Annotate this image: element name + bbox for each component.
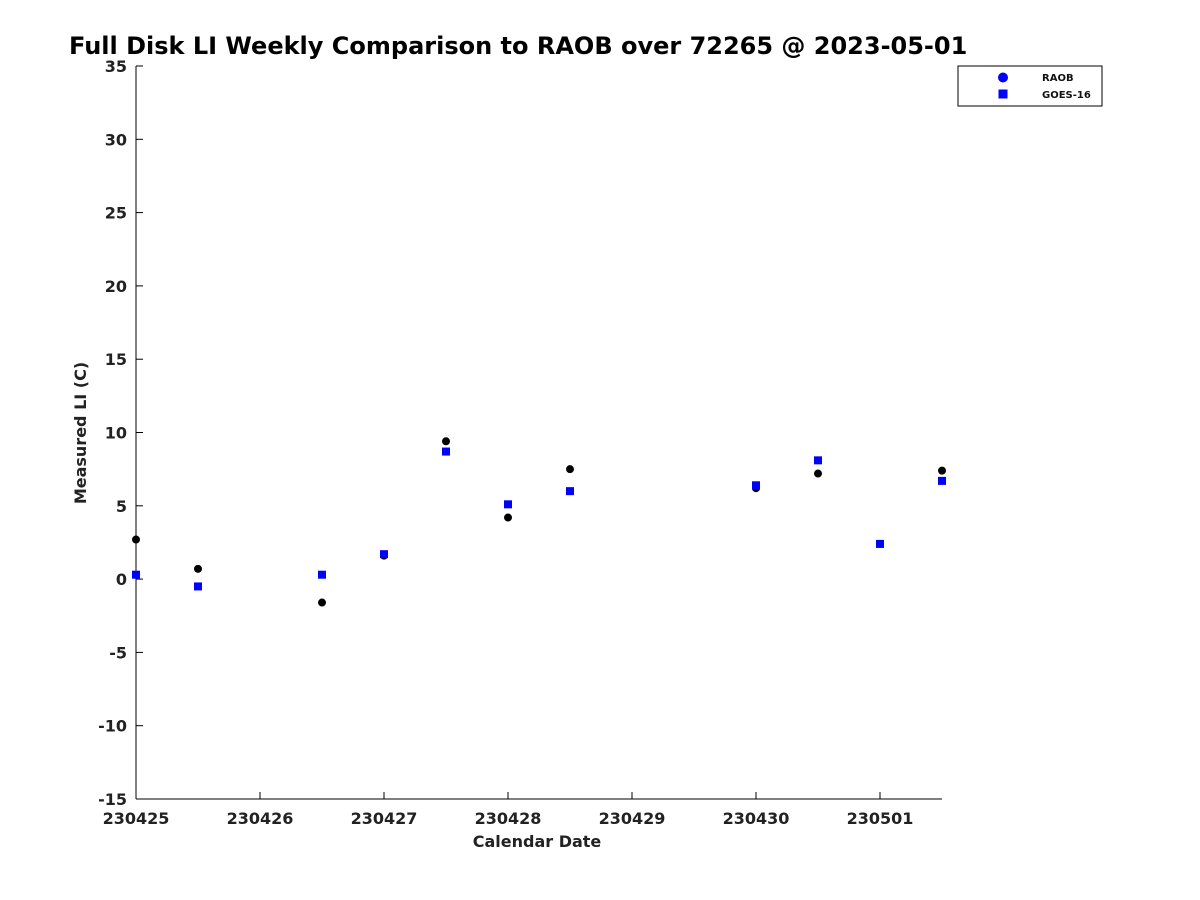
x-ticks: 230425 230426 230427 230428 230429 230430 2305… [103,792,914,828]
raob-point [132,535,140,544]
y-tick-label: 25 [105,204,127,223]
y-tick-label: 10 [105,424,127,443]
legend: RAOB GOES-16 [957,65,1103,107]
x-tick-label: 230430 [723,809,790,828]
x-tick-label: 230427 [351,809,418,828]
raob-point [504,513,512,522]
raob-point [194,564,202,573]
goes-16-point [814,456,822,465]
x-axis-label: Calendar Date [473,832,602,851]
x-tick-label: 230429 [599,809,666,828]
y-tick-label: 0 [116,570,127,589]
y-tick-label: 35 [105,57,127,76]
goes-16-point [876,539,884,548]
raob-point [566,465,574,474]
legend-goes-marker [998,89,1008,99]
y-axis-label: Measured LI (C) [71,362,90,504]
x-tick-label: 230425 [103,809,170,828]
y-tick-label: -5 [109,643,127,662]
x-tick-label: 230501 [847,809,914,828]
raob-point [814,469,822,478]
goes-16-point [938,476,946,485]
goes-16-point [194,582,202,591]
series-goes-16 [132,447,946,591]
chart-title: Full Disk LI Weekly Comparison to RAOB o… [69,32,967,60]
goes-16-point [318,570,326,579]
goes-16-point [132,570,140,579]
legend-raob-label: RAOB [1042,73,1074,84]
y-ticks: -15 -10 -5 0 5 10 15 20 25 30 35 [98,57,143,809]
y-tick-label: 5 [116,497,127,516]
y-tick-label: 30 [105,130,127,149]
goes-16-point [566,487,574,496]
raob-point [442,437,450,446]
raob-point [938,466,946,475]
y-tick-label: -10 [98,717,127,736]
legend-raob-marker [998,72,1008,83]
goes-16-point [442,447,450,456]
goes-16-point [380,550,388,559]
legend-box [957,65,1103,107]
x-tick-label: 230428 [475,809,542,828]
x-tick-label: 230426 [227,809,294,828]
goes-16-point [504,500,512,509]
raob-point [318,598,326,607]
goes-16-point [752,481,760,490]
y-tick-label: 15 [105,350,127,369]
legend-goes-label: GOES-16 [1042,90,1091,101]
series-raob [132,437,946,607]
y-tick-label: 20 [105,277,127,296]
y-tick-label: -15 [98,790,127,809]
series-points [132,437,946,607]
